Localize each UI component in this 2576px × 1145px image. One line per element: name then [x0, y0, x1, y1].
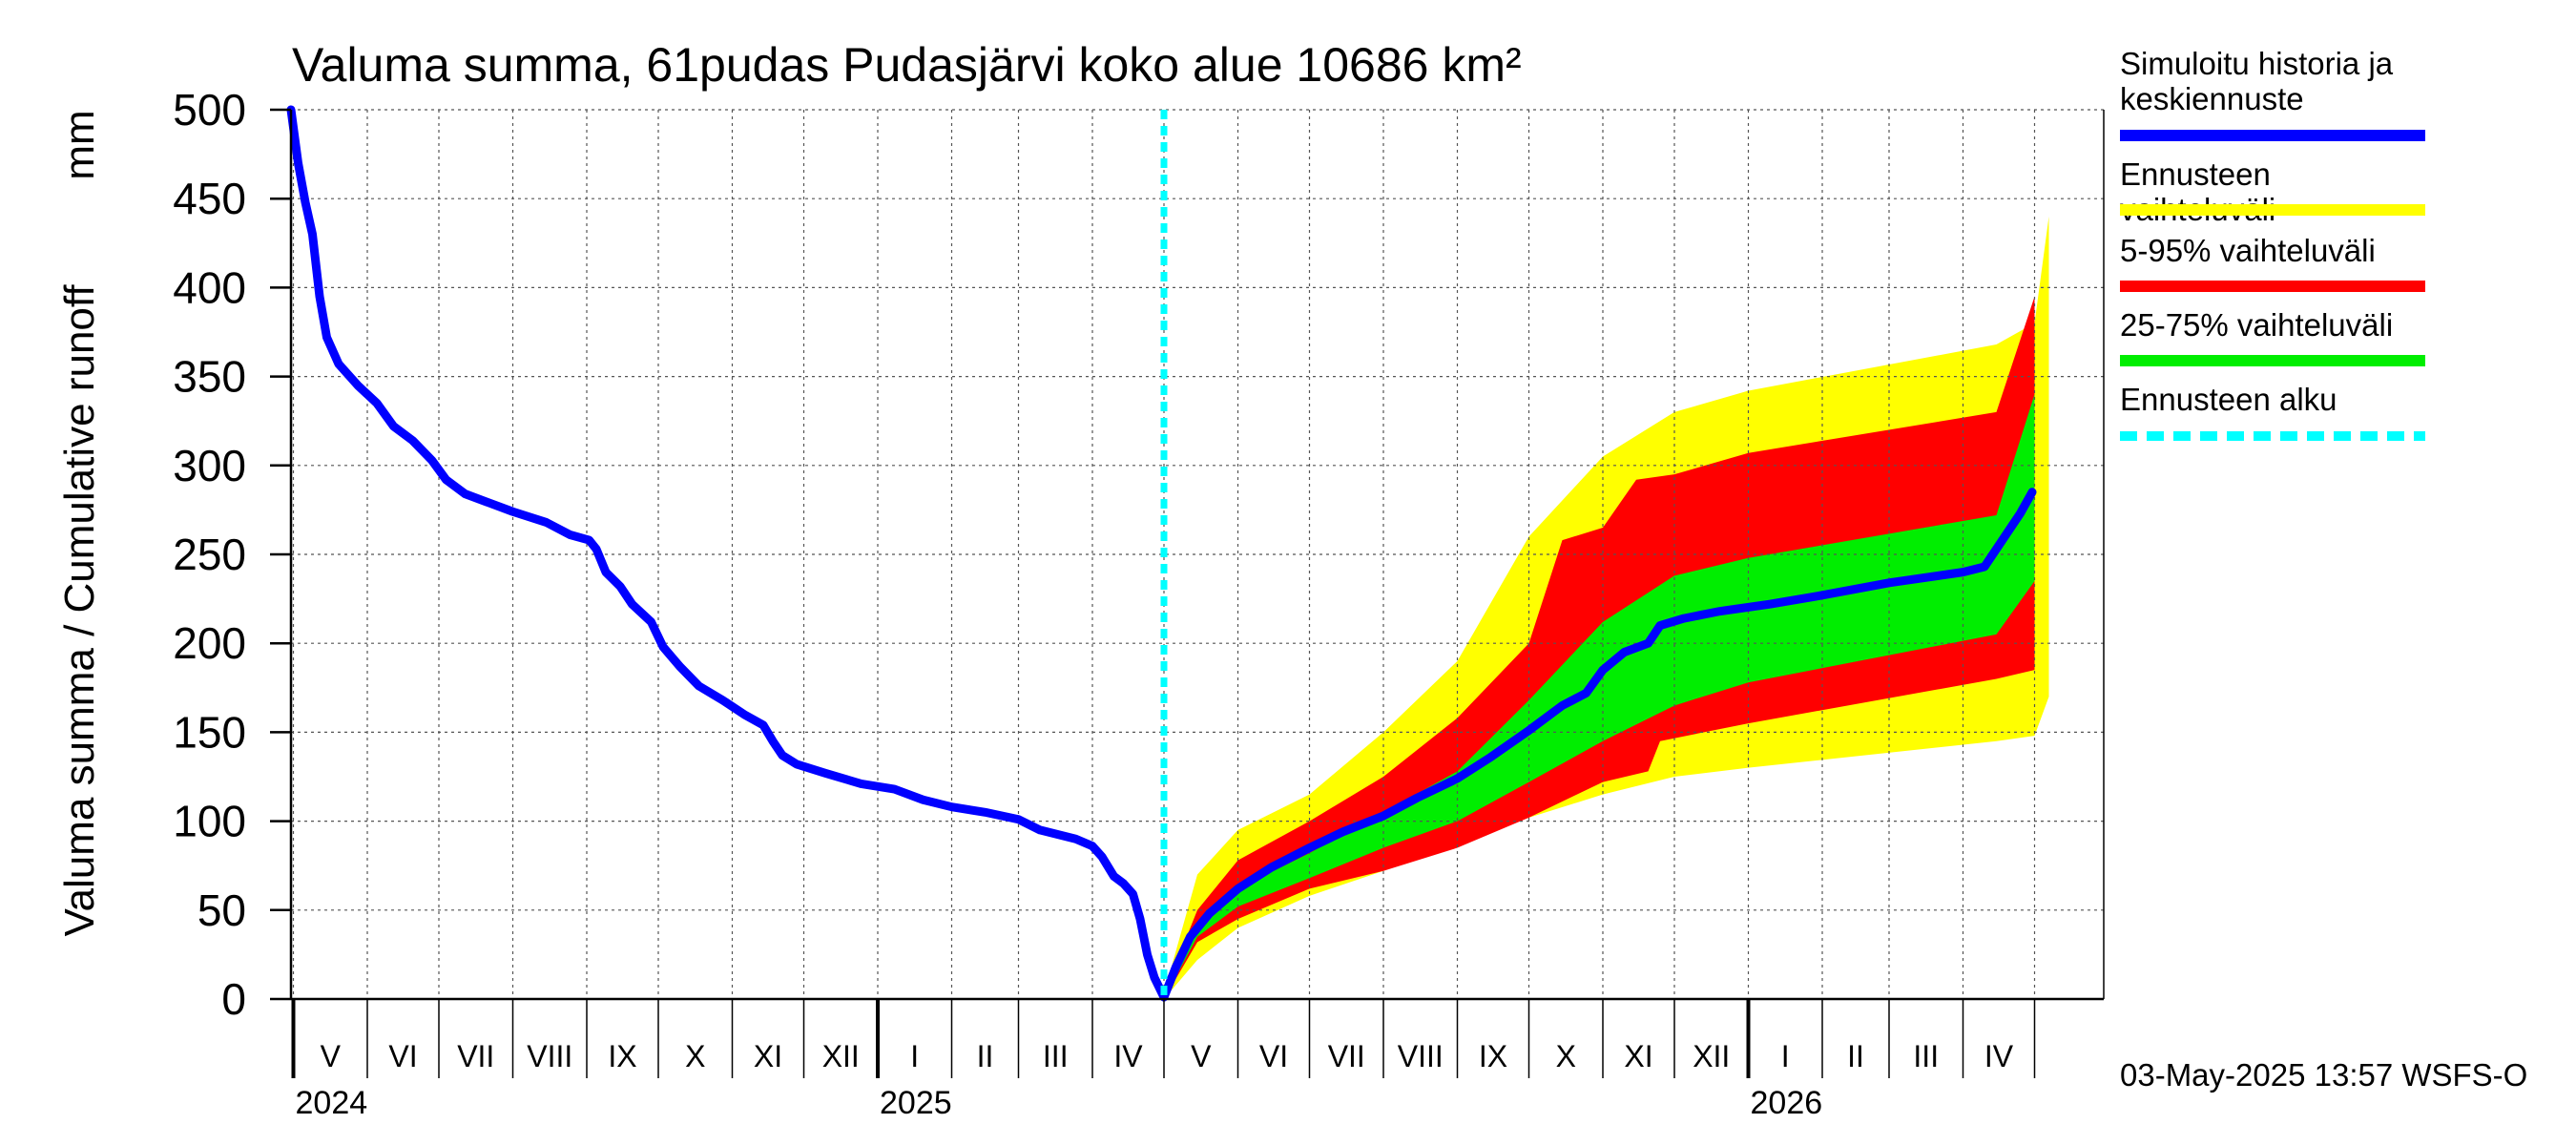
- month-tick-label: I: [910, 1039, 919, 1073]
- series-line-median: [286, 105, 2037, 1002]
- legend-swatch-cyan-dashed: [2120, 431, 2425, 441]
- y-tick-label: 400: [173, 262, 246, 312]
- y-tick-label: 500: [173, 85, 246, 135]
- month-tick-label: XII: [1693, 1039, 1730, 1073]
- month-tick-label: V: [321, 1039, 342, 1073]
- chart-title: Valuma summa, 61pudas Pudasjärvi koko al…: [292, 38, 1522, 92]
- y-axis-unit: mm: [56, 110, 103, 179]
- legend-swatch-green: [2120, 355, 2425, 366]
- month-tick-label: VI: [1259, 1039, 1288, 1073]
- legend-swatch-blue: [2120, 130, 2425, 141]
- y-tick-label: 250: [173, 530, 246, 579]
- month-tick-label: IV: [1984, 1039, 2014, 1073]
- month-tick-label: X: [685, 1039, 705, 1073]
- legend-item-5-95: 5-95% vaihteluväli: [2120, 233, 2435, 292]
- legend-swatch-red: [2120, 281, 2425, 292]
- month-tick-label: XII: [822, 1039, 860, 1073]
- month-tick-label: II: [977, 1039, 994, 1073]
- month-tick-label: I: [1781, 1039, 1790, 1073]
- legend-label: Ennusteen alku: [2120, 382, 2337, 417]
- legend-label: 25-75% vaihteluväli: [2120, 307, 2394, 343]
- legend-swatch-yellow: [2120, 204, 2425, 216]
- legend-label: 5-95% vaihteluväli: [2120, 233, 2376, 268]
- month-tick-label: II: [1847, 1039, 1864, 1073]
- month-tick-label: VIII: [527, 1039, 572, 1073]
- month-tick-label: X: [1556, 1039, 1576, 1073]
- month-tick-label: IX: [608, 1039, 636, 1073]
- month-tick-label: XI: [1624, 1039, 1652, 1073]
- y-tick-label: 300: [173, 441, 246, 490]
- y-tick-label: 100: [173, 797, 246, 846]
- y-tick-label: 50: [197, 885, 246, 935]
- month-tick-label: IV: [1113, 1039, 1143, 1073]
- y-tick-label: 200: [173, 618, 246, 668]
- y-tick-label: 450: [173, 174, 246, 223]
- y-tick-label: 0: [221, 974, 246, 1024]
- month-tick-label: V: [1191, 1039, 1212, 1073]
- legend-item-forecast-range: Ennusteen vaihteluväli: [2120, 156, 2435, 227]
- month-tick-label: IX: [1479, 1039, 1507, 1073]
- legend-item-history: Simuloitu historia ja keskiennuste: [2120, 46, 2435, 141]
- legend-label: Ennusteen vaihteluväli: [2120, 156, 2275, 227]
- y-tick-label: 150: [173, 707, 246, 757]
- legend-label: Simuloitu historia ja keskiennuste: [2120, 46, 2394, 116]
- band-2: [1164, 394, 2035, 999]
- timestamp: 03-May-2025 13:57 WSFS-O: [2120, 1057, 2528, 1093]
- month-tick-label: III: [1043, 1039, 1069, 1073]
- year-tick-label: 2025: [880, 1085, 952, 1121]
- month-tick-label: VII: [1328, 1039, 1365, 1073]
- month-tick-label: III: [1913, 1039, 1939, 1073]
- legend-item-25-75: 25-75% vaihteluväli: [2120, 307, 2435, 366]
- month-tick-label: VIII: [1398, 1039, 1444, 1073]
- year-tick-label: 2026: [1751, 1085, 1823, 1121]
- y-axis-label: Valuma summa / Cumulative runoff: [56, 284, 103, 937]
- year-tick-label: 2024: [296, 1085, 368, 1121]
- y-tick-label: 350: [173, 352, 246, 402]
- month-tick-label: XI: [754, 1039, 782, 1073]
- month-tick-label: VI: [388, 1039, 417, 1073]
- month-tick-label: VII: [457, 1039, 494, 1073]
- legend-item-forecast-start: Ennusteen alku: [2120, 382, 2435, 441]
